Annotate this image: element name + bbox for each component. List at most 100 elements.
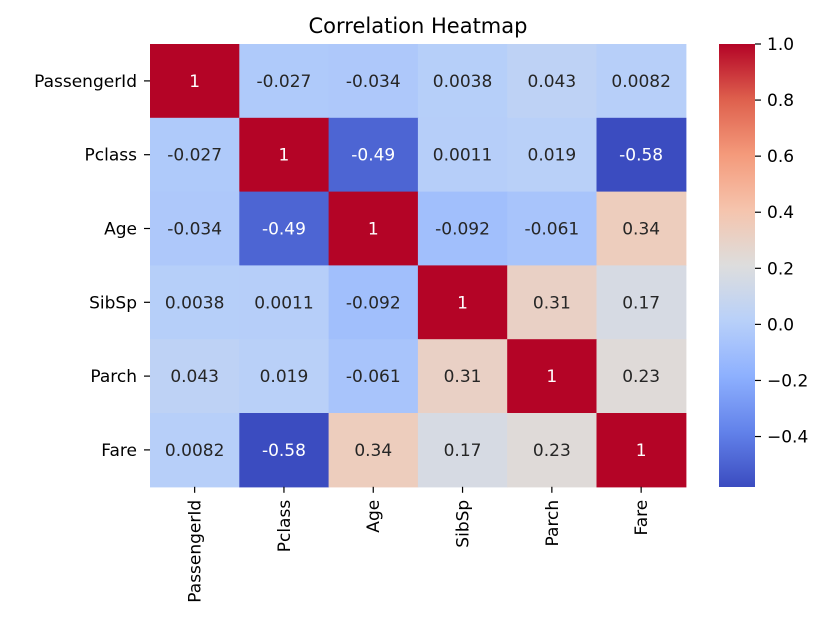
heatmap-cell-4-2 [328,339,419,414]
cell-annotation-5-2: 0.34 [354,441,392,461]
heatmap-cell-2-4 [507,191,598,266]
heatmap-cell-5-2 [328,413,419,488]
colorbar-gradient [719,44,755,487]
cell-annotation-3-0: 0.0038 [165,293,224,313]
cell-annotation-1-1: 1 [279,146,290,166]
heatmap-cell-4-4 [507,339,598,414]
heatmap-cell-5-5 [596,413,687,488]
cell-annotation-5-4: 0.23 [533,441,571,461]
cell-annotation-4-4: 1 [546,367,557,387]
heatmap-cells: 1 -0.027 -0.034 0.0038 0.043 0.0082 -0.027 1 -0.… [150,44,687,488]
heatmap-cell-1-0 [150,117,240,193]
colorbar-tick-label-5: 0.0 [767,315,794,335]
cell-annotation-0-2: -0.034 [346,72,401,92]
heatmap-cell-4-1 [239,339,330,414]
heatmap-cell-1-2 [328,117,419,193]
heatmap-cell-2-0 [150,191,240,266]
cell-annotation-1-3: 0.0011 [433,146,492,166]
y-axis-labels: PassengerId Pclass Age SibSp Parch Fare [34,72,150,461]
y-tick-label-4: Parch [90,367,137,387]
colorbar-tick-label-0: 1.0 [767,35,794,55]
cell-annotation-1-5: -0.58 [619,146,663,166]
heatmap-cell-1-4 [507,117,598,193]
x-axis-labels: PassengerId Pclass Age SibSp Parch Fare [186,486,652,603]
cell-annotation-2-4: -0.061 [524,220,579,240]
x-tick-label-4: Parch [543,500,563,547]
cell-annotation-5-1: -0.58 [262,441,306,461]
x-tick-label-2: Age [364,500,384,533]
colorbar-tick-label-3: 0.4 [767,203,794,223]
cell-annotation-0-3: 0.0038 [433,72,492,92]
cell-annotation-2-3: -0.092 [435,220,490,240]
cell-annotation-3-5: 0.17 [622,293,660,313]
y-tick-label-5: Fare [101,441,137,461]
heatmap-cell-3-0 [150,265,240,340]
cell-annotation-5-5: 1 [636,441,647,461]
heatmap-cell-2-5 [596,191,687,266]
cell-annotation-2-2: 1 [368,220,379,240]
heatmap-cell-0-2 [328,44,419,119]
cell-annotation-0-1: -0.027 [257,72,312,92]
x-tick-label-1: Pclass [275,500,295,553]
heatmap-cell-5-4 [507,413,598,488]
colorbar-tick-label-1: 0.8 [767,91,794,111]
y-tick-label-0: PassengerId [34,72,137,92]
heatmap-cell-2-3 [417,191,508,266]
heatmap-cell-1-1 [239,117,330,193]
x-tick-label-0: PassengerId [186,500,206,603]
colorbar: 1.0 0.8 0.6 0.4 0.2 0.0 −0.2 −0.4 [719,35,808,487]
cell-annotation-1-4: 0.019 [528,146,577,166]
heatmap-cell-4-5 [596,339,687,414]
cell-annotation-2-5: 0.34 [622,220,660,240]
heatmap-cell-3-2 [328,265,419,340]
cell-annotation-0-4: 0.043 [528,72,577,92]
colorbar-tick-label-7: −0.4 [767,428,808,448]
heatmap-cell-0-0 [150,44,240,119]
heatmap-cell-3-3 [417,265,508,340]
heatmap-cell-0-4 [507,44,598,119]
cell-annotation-4-1: 0.019 [260,367,309,387]
chart-title: Correlation Heatmap [309,14,528,38]
cell-annotation-1-2: -0.49 [351,146,395,166]
cell-annotation-4-0: 0.043 [170,367,219,387]
heatmap-cell-3-4 [507,265,598,340]
cell-annotation-3-4: 0.31 [533,293,571,313]
cell-annotation-5-0: 0.0082 [165,441,224,461]
y-tick-label-2: Age [104,220,137,240]
cell-annotation-0-5: 0.0082 [611,72,670,92]
y-tick-label-3: SibSp [89,293,137,313]
heatmap-cell-0-5 [596,44,687,119]
heatmap-cell-3-5 [596,265,687,340]
cell-annotation-1-0: -0.027 [167,146,222,166]
heatmap-cell-1-3 [417,117,508,193]
heatmap-cell-4-0 [150,339,240,414]
heatmap-cell-5-3 [417,413,508,488]
heatmap-cell-5-0 [150,413,240,488]
cell-annotation-4-2: -0.061 [346,367,401,387]
heatmap-cell-4-3 [417,339,508,414]
heatmap-cell-0-3 [417,44,508,119]
cell-annotation-4-5: 0.23 [622,367,660,387]
x-tick-label-5: Fare [632,500,652,536]
y-tick-label-1: Pclass [85,146,138,166]
heatmap-cell-2-1 [239,191,330,266]
cell-annotation-3-1: 0.0011 [254,293,313,313]
x-tick-label-3: SibSp [454,500,474,548]
heatmap-cell-3-1 [239,265,330,340]
heatmap-cell-0-1 [239,44,330,119]
cell-annotation-2-1: -0.49 [262,220,306,240]
heatmap-cell-2-2 [328,191,419,266]
cell-annotation-2-0: -0.034 [167,220,222,240]
colorbar-tick-label-4: 0.2 [767,259,794,279]
cell-annotation-4-3: 0.31 [444,367,482,387]
heatmap-cell-1-5 [596,117,687,193]
cell-annotation-5-3: 0.17 [444,441,482,461]
colorbar-tick-label-6: −0.2 [767,371,808,391]
cell-annotation-3-2: -0.092 [346,293,401,313]
heatmap-cell-5-1 [239,413,330,488]
cell-annotation-3-3: 1 [457,293,468,313]
cell-annotation-0-0: 1 [189,72,200,92]
colorbar-tick-label-2: 0.6 [767,147,794,167]
